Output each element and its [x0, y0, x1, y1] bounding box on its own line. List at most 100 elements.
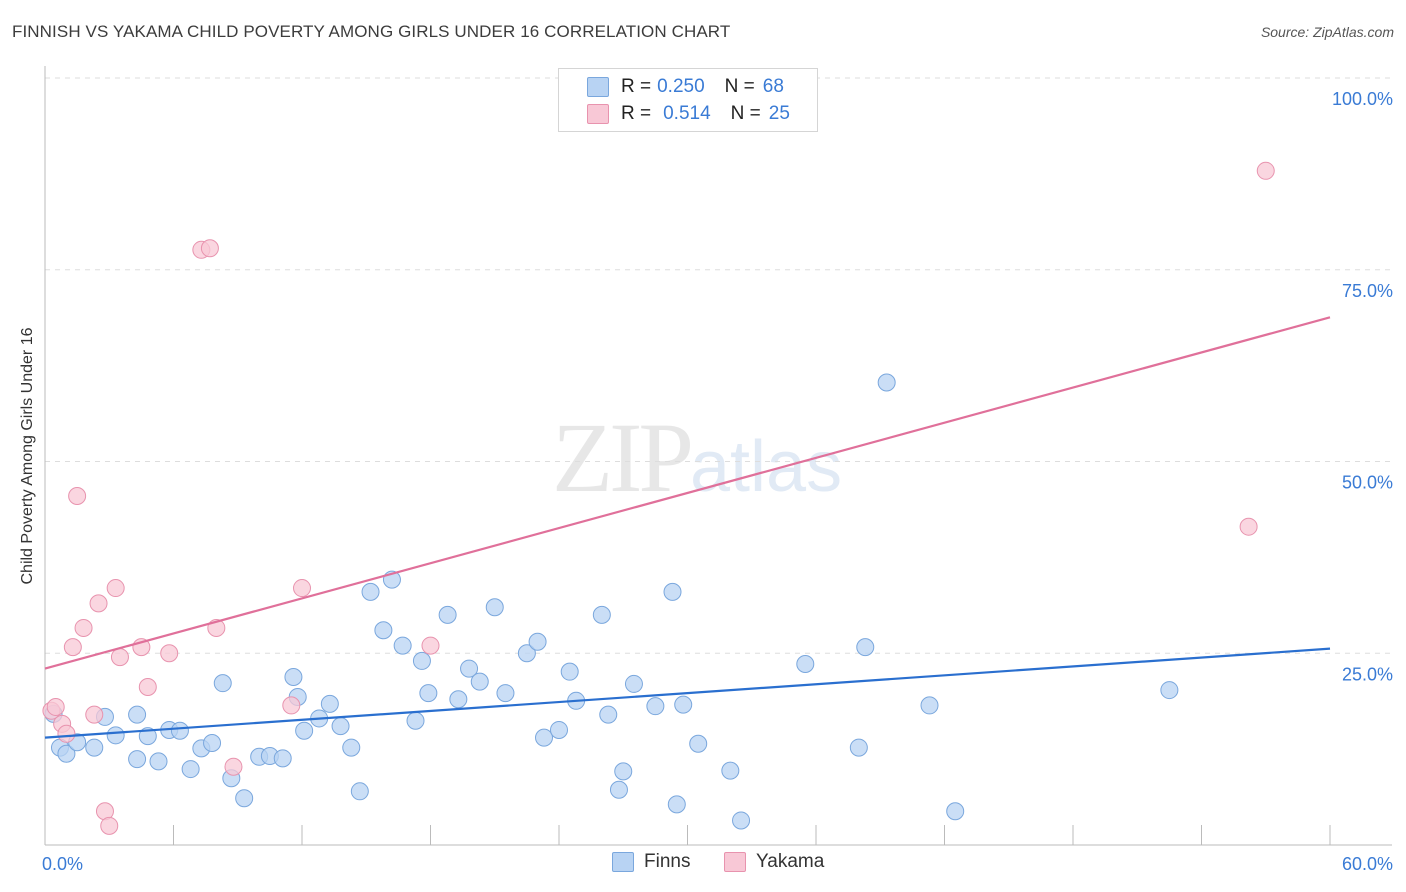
data-point-finns: [203, 733, 222, 752]
legend-r-value: 0.514: [663, 103, 711, 124]
data-point-yakama: [85, 705, 104, 724]
data-point-finns: [361, 582, 380, 601]
data-point-yakama: [160, 644, 179, 663]
data-point-finns: [470, 672, 489, 691]
data-point-yakama: [89, 594, 108, 613]
data-point-yakama: [293, 579, 311, 598]
trend-line-yakama: [44, 316, 1331, 670]
data-point-finns: [528, 632, 547, 651]
data-point-yakama: [110, 648, 129, 667]
data-point-yakama: [200, 239, 219, 258]
data-point-finns: [1160, 681, 1179, 700]
data-point-yakama: [421, 636, 440, 655]
data-point-finns: [181, 760, 200, 779]
data-point-finns: [646, 697, 665, 716]
data-point-finns: [535, 728, 554, 747]
data-point-finns: [320, 694, 339, 713]
legend-r-label: R =: [621, 76, 652, 97]
data-point-yakama: [282, 696, 301, 715]
data-point-yakama: [224, 757, 243, 776]
data-point-finns: [592, 605, 611, 624]
data-point-finns: [350, 782, 369, 801]
legend-swatch-finns: [587, 77, 609, 97]
data-point-yakama: [46, 697, 65, 716]
legend-n-label: N =: [724, 76, 755, 97]
data-point-finns: [599, 705, 618, 724]
data-point-finns: [732, 811, 751, 830]
data-point-finns: [496, 684, 515, 703]
legend-swatch-yakama: [587, 104, 609, 124]
trend-line-finns: [44, 647, 1331, 739]
data-point-finns: [624, 674, 643, 693]
x-tick-label: 0.0%: [42, 854, 83, 874]
data-point-finns: [419, 684, 438, 703]
data-point-yakama: [63, 638, 82, 657]
legend-n-label: N =: [730, 103, 761, 124]
legend-row-yakama: R = 0.514 N = 25: [587, 101, 790, 127]
data-point-yakama: [68, 487, 87, 506]
watermark-atlas: atlas: [690, 427, 843, 507]
series-legend: Finns Yakama: [0, 851, 1406, 877]
data-point-finns: [374, 621, 393, 640]
x-tick-label: 60.0%: [1342, 854, 1393, 874]
data-point-finns: [721, 761, 740, 780]
data-point-finns: [856, 638, 875, 657]
data-point-yakama: [1239, 517, 1258, 536]
data-point-finns: [517, 644, 536, 663]
legend-n-value: 68: [762, 76, 784, 97]
data-point-finns: [550, 720, 568, 739]
data-point-finns: [128, 705, 147, 724]
watermark-zip: ZIP: [552, 402, 694, 513]
data-point-finns: [106, 726, 125, 745]
y-tick-label: 25.0%: [1342, 664, 1393, 684]
y-axis-label: Child Poverty Among Girls Under 16: [19, 327, 36, 585]
data-point-yakama: [100, 816, 119, 835]
data-point-finns: [689, 734, 708, 753]
data-point-yakama: [106, 579, 125, 598]
legend-r-label: R =: [621, 103, 652, 124]
chart-source: Source: ZipAtlas.com: [1260, 24, 1394, 40]
data-point-finns: [342, 738, 361, 757]
data-point-finns: [667, 795, 686, 814]
data-point-finns: [877, 373, 896, 392]
data-point-finns: [609, 780, 628, 799]
legend-n-value: 25: [768, 103, 790, 124]
data-point-finns: [674, 695, 693, 714]
data-point-yakama: [57, 724, 76, 743]
data-point-finns: [460, 659, 479, 678]
data-point-finns: [406, 711, 425, 730]
data-point-finns: [393, 636, 412, 655]
data-point-finns: [849, 738, 868, 757]
watermark: ZIPatlas: [552, 400, 842, 515]
data-point-yakama: [74, 618, 93, 637]
data-point-finns: [946, 802, 965, 821]
data-point-yakama: [1256, 161, 1275, 180]
legend-swatch-yakama: [724, 852, 746, 872]
y-tick-label: 75.0%: [1342, 281, 1393, 301]
y-tick-label: 100.0%: [1332, 89, 1393, 109]
legend-swatch-finns: [612, 852, 634, 872]
legend-r-value: 0.250: [657, 76, 705, 97]
data-point-finns: [438, 605, 457, 624]
data-point-finns: [560, 662, 579, 681]
data-point-yakama: [138, 677, 157, 696]
data-point-finns: [85, 738, 104, 757]
data-point-finns: [449, 690, 468, 709]
data-point-finns: [412, 651, 431, 670]
y-tick-label: 50.0%: [1342, 473, 1393, 493]
data-point-finns: [273, 749, 292, 768]
legend-item-finns[interactable]: Finns: [612, 851, 690, 873]
legend-row-finns: R = 0.250 N = 68: [587, 74, 784, 100]
data-point-finns: [796, 654, 815, 673]
data-point-finns: [57, 744, 76, 763]
data-point-finns: [485, 598, 504, 617]
stats-legend: R = 0.250 N = 68 R = 0.514 N = 25: [558, 68, 818, 132]
legend-label-finns: Finns: [644, 851, 691, 872]
data-point-finns: [295, 721, 314, 740]
data-point-finns: [920, 696, 939, 715]
legend-item-yakama[interactable]: Yakama: [724, 851, 824, 873]
data-point-finns: [663, 582, 682, 601]
data-point-finns: [128, 750, 147, 769]
data-point-finns: [284, 668, 303, 687]
